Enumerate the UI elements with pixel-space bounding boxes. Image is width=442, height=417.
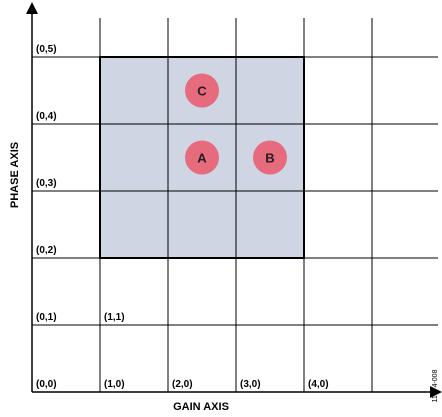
y-tick-label: (0,1) [36, 312, 57, 323]
markers: A B C [185, 73, 287, 175]
marker-label: C [197, 84, 207, 99]
marker-circle [185, 73, 219, 108]
marker-label: B [265, 151, 274, 166]
y-tick-label: (0,4) [36, 111, 57, 122]
highlight-region-border [99, 56, 305, 259]
grid-lines [32, 18, 438, 392]
marker-circle [185, 140, 219, 175]
grid-labels: (0,0) (0,1) (0,2) (0,3) (0,4) (0,5) (1,0) (2,0)… [36, 44, 329, 390]
y-tick-label: (0,2) [36, 245, 57, 256]
y-tick-label: (0,5) [36, 44, 57, 55]
marker-a: A [185, 140, 219, 175]
x-tick-label: (3,0) [240, 379, 261, 390]
marker-c: C [185, 73, 219, 108]
figure-id: 11774-008 [432, 369, 439, 402]
x-axis-title: GAIN AXIS [173, 401, 229, 413]
marker-circle [253, 140, 287, 175]
y-tick-label: (0,3) [36, 178, 57, 189]
marker-b: B [253, 140, 287, 175]
y-tick-label: (0,0) [36, 379, 57, 390]
cell-label: (1,1) [104, 312, 125, 323]
x-tick-label: (4,0) [308, 379, 329, 390]
y-axis-title: PHASE AXIS [9, 142, 21, 208]
marker-label: A [197, 151, 207, 166]
x-tick-label: (2,0) [172, 379, 193, 390]
x-tick-label: (1,0) [104, 379, 125, 390]
